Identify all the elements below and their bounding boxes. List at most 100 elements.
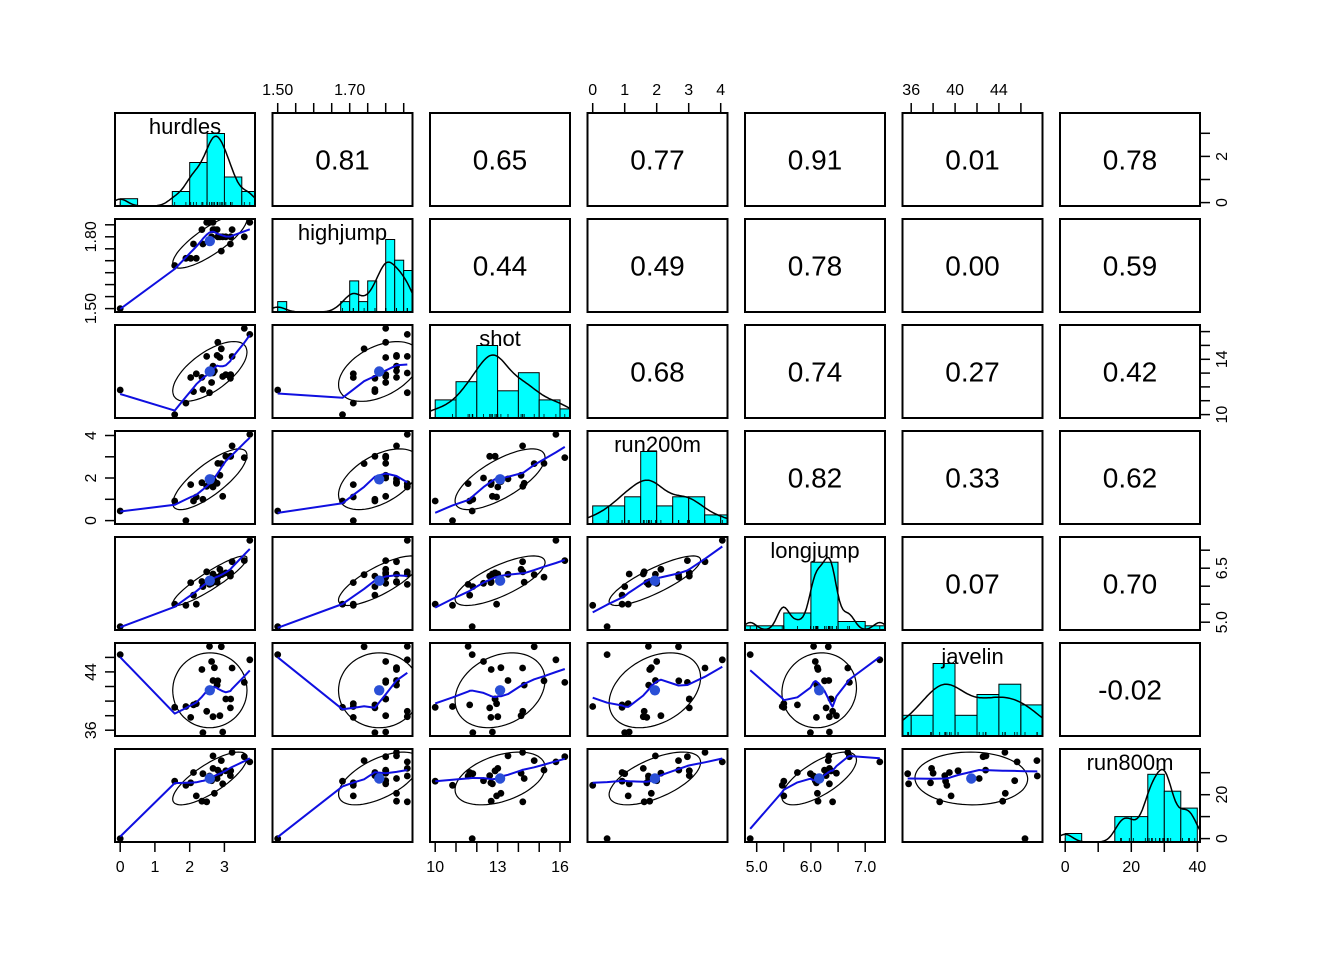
- histogram-bar: [189, 162, 208, 206]
- data-point: [947, 792, 955, 800]
- mean-point: [494, 685, 506, 696]
- data-point: [493, 493, 500, 501]
- data-point: [494, 483, 502, 491]
- data-point: [403, 537, 411, 544]
- data-point: [449, 517, 456, 524]
- data-point: [393, 752, 400, 760]
- panel-border: [744, 536, 886, 631]
- data-point: [466, 701, 474, 709]
- data-point: [519, 798, 527, 806]
- variable-label: hurdles: [149, 114, 221, 139]
- data-point: [486, 704, 494, 712]
- data-point: [624, 792, 632, 800]
- axis-tick-label: 3: [220, 859, 229, 876]
- data-point: [675, 677, 683, 685]
- data-point: [807, 729, 814, 736]
- histogram-bar: [910, 714, 934, 736]
- data-point: [833, 712, 840, 720]
- panel-border: [271, 218, 414, 313]
- axis-tick-label: 6.0: [800, 859, 822, 876]
- correlation-value: 0.59: [1103, 251, 1158, 282]
- data-point: [746, 651, 754, 658]
- data-point: [208, 379, 216, 386]
- panel-background: [587, 219, 728, 312]
- data-point: [657, 565, 665, 573]
- panel-background: [1060, 537, 1200, 630]
- panel-border: [901, 748, 1044, 843]
- correlation-value: 0.78: [1103, 145, 1158, 176]
- correlation-ellipse: [608, 555, 702, 607]
- histogram-bar: [1180, 807, 1198, 842]
- histogram-bar: [1147, 773, 1165, 842]
- axis-tick-label: 4: [83, 431, 100, 440]
- data-point: [826, 713, 833, 721]
- panel-run800m-highjump: [271, 748, 414, 843]
- axis-tick-label: 2: [652, 82, 661, 99]
- data-point: [382, 373, 390, 380]
- correlation-ellipse: [337, 448, 413, 511]
- data-point: [822, 704, 830, 712]
- histogram-bar: [976, 694, 1000, 736]
- correlation-value: 0.33: [945, 463, 1000, 494]
- data-point: [589, 601, 597, 609]
- data-point: [718, 537, 726, 544]
- histogram-bar: [688, 496, 706, 524]
- correlation-value: 0.49: [630, 251, 685, 282]
- panel-background: [1060, 643, 1200, 736]
- data-point: [1001, 749, 1009, 756]
- correlation-ellipse: [337, 652, 413, 729]
- data-point: [982, 752, 990, 760]
- correlation-value: -0.02: [1098, 675, 1162, 706]
- data-point: [192, 600, 200, 608]
- panel-border: [901, 324, 1044, 419]
- data-point: [552, 656, 560, 664]
- histogram-bar: [497, 390, 519, 418]
- correlation-ellipse: [454, 652, 546, 729]
- lowess-line: [592, 545, 723, 614]
- panel-run800m-run200m: [586, 748, 729, 843]
- panel-background: [745, 219, 885, 312]
- data-point: [403, 707, 411, 715]
- data-point: [480, 474, 487, 482]
- correlation-ellipse: [914, 751, 1029, 806]
- data-point: [203, 219, 211, 226]
- data-point: [540, 573, 548, 581]
- data-point: [216, 712, 224, 720]
- data-point: [810, 643, 817, 650]
- data-point: [468, 835, 476, 842]
- data-point: [826, 728, 833, 736]
- mean-point: [966, 773, 977, 784]
- axis-tick-label: 3: [684, 82, 693, 99]
- data-point: [403, 798, 411, 806]
- panel-background: [1060, 325, 1200, 418]
- data-point: [349, 370, 357, 378]
- data-point: [393, 558, 400, 566]
- mean-point: [204, 773, 215, 784]
- data-point: [393, 374, 400, 381]
- data-point: [905, 780, 912, 788]
- data-point: [209, 677, 217, 684]
- data-point: [946, 769, 953, 776]
- data-point: [778, 781, 786, 789]
- correlation-ellipse: [172, 219, 248, 269]
- axis-tick-label: 1.50: [83, 293, 100, 324]
- data-point: [829, 798, 836, 806]
- data-point: [227, 240, 234, 248]
- panel-border: [586, 218, 729, 313]
- panel-highjump-hurdles: [114, 218, 256, 313]
- data-point: [468, 651, 476, 658]
- panel-border: [1059, 748, 1201, 843]
- panel-background: [272, 643, 413, 736]
- panel-border: [1059, 642, 1201, 737]
- correlation-value: 0.91: [788, 145, 843, 176]
- data-point: [360, 757, 368, 764]
- data-point: [487, 666, 495, 673]
- data-point: [403, 643, 411, 650]
- data-point: [393, 578, 400, 585]
- panel-hurdles-hurdles: hurdles: [114, 112, 256, 207]
- data-point: [211, 664, 218, 672]
- data-point: [274, 623, 282, 630]
- data-point: [701, 749, 709, 756]
- panel-javelin-longjump: [744, 642, 886, 737]
- histogram-bar: [932, 663, 956, 736]
